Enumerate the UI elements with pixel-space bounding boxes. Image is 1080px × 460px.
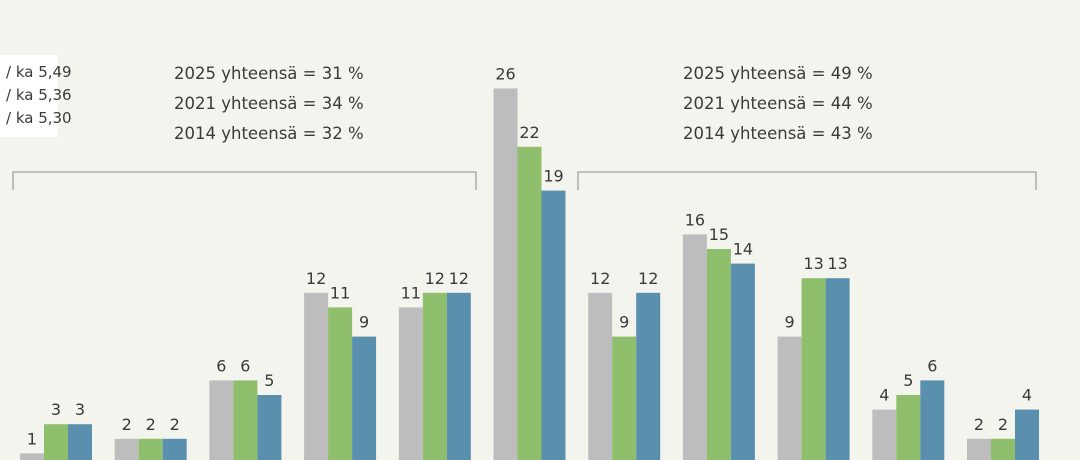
bar-2021-group-5: [422, 292, 447, 460]
legend-line-2025: / ka 5,49: [6, 63, 72, 81]
data-label-2025-group-5: 11: [401, 283, 421, 302]
bar-2021-group-10: [896, 395, 921, 460]
bar-2025-group-5: [398, 307, 423, 460]
bar-2021-group-8: [706, 249, 731, 460]
bar-2025-group-10: [872, 409, 897, 460]
right-total-2021: 2021 yhteensä = 44 %: [683, 94, 873, 113]
bar-2014-group-8: [730, 263, 755, 460]
data-label-2021-group-3: 6: [240, 356, 250, 375]
bar-2025-group-8: [682, 234, 707, 460]
bar-2025-group-2: [114, 438, 139, 460]
data-label-2014-group-5: 12: [449, 269, 469, 288]
bar-2025-group-6: [493, 88, 518, 460]
data-label-2014-group-11: 4: [1022, 386, 1032, 405]
legend-line-2014: / ka 5,30: [6, 109, 72, 127]
bar-2014-group-9: [825, 278, 850, 460]
bar-2021-group-4: [328, 307, 353, 460]
data-label-2025-group-3: 6: [216, 356, 226, 375]
bar-2014-group-6: [541, 190, 566, 460]
legend-box: / ka 5,49 / ka 5,36 / ka 5,30: [0, 55, 72, 137]
legend-line-2021: / ka 5,36: [6, 86, 72, 104]
data-label-2021-group-2: 2: [146, 415, 156, 434]
bar-2025-group-9: [777, 336, 802, 460]
bar-2025-group-7: [588, 292, 613, 460]
data-label-2014-group-9: 13: [827, 254, 847, 273]
bar-2025-group-4: [304, 292, 329, 460]
data-label-2025-group-9: 9: [785, 313, 795, 332]
bar-2014-group-5: [446, 292, 471, 460]
bar-2021-group-2: [138, 438, 163, 460]
data-label-2025-group-6: 26: [495, 64, 515, 83]
right-group-bracket: [577, 171, 1037, 190]
right-total-2014: 2014 yhteensä = 43 %: [683, 124, 873, 143]
data-label-2014-group-1: 3: [75, 400, 85, 419]
data-label-2025-group-4: 12: [306, 269, 326, 288]
bar-2021-group-11: [991, 438, 1015, 460]
bar-2025-group-1: [20, 453, 44, 460]
data-label-2025-group-2: 2: [122, 415, 132, 434]
bar-2025-group-3: [209, 380, 234, 460]
data-label-2021-group-4: 11: [330, 283, 350, 302]
data-label-2014-group-4: 9: [359, 313, 369, 332]
bar-2021-group-7: [612, 336, 637, 460]
left-group-bracket: [12, 171, 477, 190]
bar-2014-group-4: [352, 336, 377, 460]
left-total-2021: 2021 yhteensä = 34 %: [174, 94, 364, 113]
data-label-2021-group-7: 9: [619, 313, 629, 332]
data-label-2014-group-8: 14: [733, 240, 753, 259]
data-label-2021-group-1: 3: [51, 400, 61, 419]
data-label-2014-group-2: 2: [170, 415, 180, 434]
bar-2025-group-11: [967, 438, 991, 460]
bar-2014-group-10: [920, 380, 945, 460]
bar-2014-group-3: [257, 395, 282, 460]
data-label-2021-group-11: 2: [998, 415, 1008, 434]
data-label-2014-group-10: 6: [927, 356, 937, 375]
data-label-2025-group-10: 4: [879, 386, 889, 405]
bar-2014-group-2: [162, 438, 187, 460]
data-label-2021-group-8: 15: [709, 225, 729, 244]
data-label-2025-group-8: 16: [685, 210, 705, 229]
bar-2021-group-3: [233, 380, 258, 460]
data-label-2021-group-9: 13: [803, 254, 823, 273]
right-total-2025: 2025 yhteensä = 49 %: [683, 64, 873, 83]
bar-2014-group-1: [68, 424, 92, 460]
data-label-2025-group-1: 1: [27, 429, 37, 448]
data-label-2014-group-6: 19: [543, 167, 563, 186]
bar-2021-group-1: [44, 424, 68, 460]
data-label-2025-group-7: 12: [590, 269, 610, 288]
data-label-2025-group-11: 2: [974, 415, 984, 434]
data-label-2021-group-5: 12: [425, 269, 445, 288]
bar-2014-group-7: [636, 292, 661, 460]
bar-2014-group-11: [1015, 409, 1039, 460]
data-label-2014-group-7: 12: [638, 269, 658, 288]
data-label-2021-group-10: 5: [903, 371, 913, 390]
bar-2021-group-9: [801, 278, 826, 460]
data-label-2021-group-6: 22: [519, 123, 539, 142]
left-total-2025: 2025 yhteensä = 31 %: [174, 64, 364, 83]
bar-2021-group-6: [517, 146, 542, 460]
data-label-2014-group-3: 5: [264, 371, 274, 390]
left-total-2014: 2014 yhteensä = 32 %: [174, 124, 364, 143]
bars-layer: [20, 88, 1039, 460]
